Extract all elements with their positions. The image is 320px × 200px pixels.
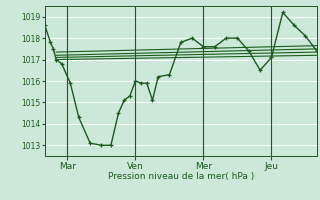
X-axis label: Pression niveau de la mer( hPa ): Pression niveau de la mer( hPa ) bbox=[108, 172, 254, 181]
